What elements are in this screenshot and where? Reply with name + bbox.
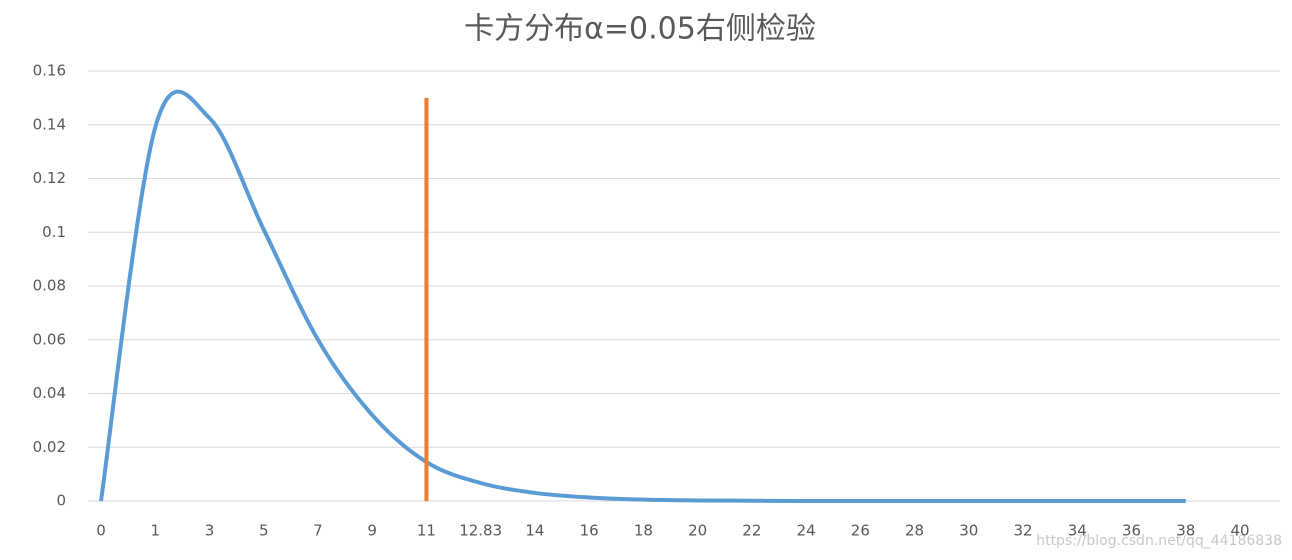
x-tick-label: 18 [634, 522, 653, 540]
x-tick-label: 28 [905, 522, 924, 540]
x-tick-label: 12.83 [459, 522, 502, 540]
x-tick-label: 5 [259, 522, 269, 540]
x-tick-label: 14 [525, 522, 544, 540]
x-tick-label: 11 [417, 522, 436, 540]
x-tick-label: 16 [580, 522, 599, 540]
line-series [99, 89, 1186, 504]
x-tick-label: 24 [797, 522, 816, 540]
x-tick-label: 34 [1068, 522, 1087, 540]
y-tick-label: 0.14 [33, 115, 66, 133]
y-tick-label: 0.1 [42, 223, 66, 241]
x-tick-label: 32 [1014, 522, 1033, 540]
x-tick-label: 3 [205, 522, 215, 540]
y-tick-label: 0.02 [33, 438, 66, 456]
x-tick-label: 38 [1176, 522, 1195, 540]
x-tick-label: 40 [1230, 522, 1249, 540]
chart-title: 卡方分布α=0.05右侧检验 [464, 12, 816, 47]
y-tick-label: 0.04 [33, 384, 66, 402]
x-tick-label: 26 [851, 522, 870, 540]
x-tick-label: 20 [688, 522, 707, 540]
watermark: https://blog.csdn.net/qq_44186838 [1036, 533, 1282, 549]
y-tick-label: 0.12 [33, 169, 66, 187]
y-tick-label: 0.06 [33, 330, 66, 348]
x-tick-label: 30 [959, 522, 978, 540]
y-tick-label: 0.16 [33, 62, 66, 80]
x-tick-label: 1 [150, 522, 160, 540]
x-tick-label: 0 [96, 522, 106, 540]
y-tick-label: 0 [56, 492, 66, 510]
y-tick-label: 0.08 [33, 277, 66, 295]
x-tick-label: 9 [367, 522, 377, 540]
x-tick-label: 22 [742, 522, 761, 540]
x-tick-label: 36 [1122, 522, 1141, 540]
x-tick-label: 7 [313, 522, 323, 540]
